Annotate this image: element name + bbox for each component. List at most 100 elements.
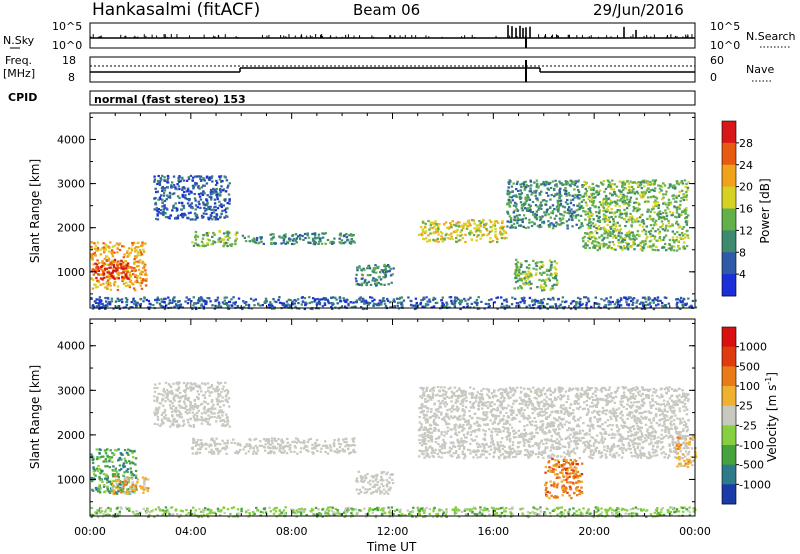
data-cell bbox=[200, 214, 204, 217]
data-cell bbox=[222, 411, 225, 414]
data-cell bbox=[296, 438, 300, 441]
data-cell bbox=[226, 391, 230, 395]
data-cell bbox=[391, 478, 394, 481]
data-cell bbox=[162, 305, 165, 308]
data-cell bbox=[535, 213, 538, 216]
data-cell bbox=[570, 181, 574, 184]
data-cell bbox=[597, 244, 600, 247]
data-cell bbox=[649, 224, 653, 227]
data-cell bbox=[409, 299, 412, 302]
data-cell bbox=[493, 448, 497, 451]
data-cell bbox=[680, 180, 684, 184]
data-cell bbox=[677, 215, 681, 218]
data-cell bbox=[295, 441, 298, 444]
data-cell bbox=[226, 245, 229, 248]
data-cell bbox=[644, 297, 647, 300]
data-cell bbox=[652, 207, 655, 210]
data-cell bbox=[477, 234, 480, 237]
data-cell bbox=[507, 190, 510, 193]
data-cell bbox=[201, 193, 205, 196]
data-cell bbox=[179, 180, 182, 183]
data-cell bbox=[667, 208, 670, 211]
data-cell bbox=[215, 187, 218, 191]
data-cell bbox=[224, 211, 228, 214]
data-cell bbox=[172, 419, 176, 422]
data-cell bbox=[114, 300, 118, 303]
data-cell bbox=[390, 281, 393, 284]
data-cell bbox=[105, 300, 108, 303]
data-cell bbox=[661, 228, 665, 231]
data-cell bbox=[162, 397, 165, 400]
data-cell bbox=[179, 303, 182, 306]
data-cell bbox=[632, 237, 635, 240]
data-cell bbox=[546, 302, 549, 306]
data-cell bbox=[660, 216, 663, 219]
data-cell bbox=[657, 239, 660, 242]
data-cell bbox=[493, 390, 496, 393]
data-cell bbox=[210, 211, 214, 215]
data-cell bbox=[217, 301, 221, 304]
data-cell bbox=[463, 222, 466, 225]
data-cell bbox=[543, 281, 547, 284]
data-cell bbox=[163, 179, 167, 182]
data-cell bbox=[106, 287, 109, 290]
data-cell bbox=[104, 296, 107, 300]
data-cell bbox=[555, 274, 558, 277]
data-cell bbox=[352, 240, 355, 243]
data-cell bbox=[427, 428, 430, 431]
data-cell bbox=[485, 388, 489, 391]
data-cell bbox=[513, 209, 516, 212]
data-cell bbox=[160, 418, 164, 421]
data-cell bbox=[679, 301, 682, 304]
data-cell bbox=[193, 441, 196, 444]
data-cell bbox=[233, 303, 237, 306]
data-cell bbox=[194, 236, 197, 239]
data-cell bbox=[375, 475, 378, 478]
data-cell bbox=[198, 451, 202, 454]
data-cell bbox=[210, 448, 213, 451]
data-cell bbox=[358, 488, 361, 491]
data-cell bbox=[590, 305, 593, 308]
data-cell bbox=[187, 212, 191, 215]
data-cell bbox=[532, 267, 535, 270]
data-cell bbox=[171, 415, 174, 418]
data-cell bbox=[484, 223, 488, 226]
data-cell bbox=[616, 303, 620, 306]
data-cell bbox=[247, 304, 251, 307]
data-cell bbox=[555, 183, 558, 186]
data-cell bbox=[112, 269, 115, 273]
data-cell bbox=[164, 381, 168, 384]
data-cell bbox=[214, 407, 217, 410]
data-cell bbox=[200, 402, 204, 405]
data-cell bbox=[381, 270, 385, 273]
data-cell bbox=[213, 206, 216, 209]
data-cell bbox=[197, 200, 200, 203]
data-cell bbox=[526, 439, 529, 442]
data-cell bbox=[429, 221, 432, 224]
data-cell bbox=[623, 200, 627, 204]
data-cell bbox=[639, 241, 642, 244]
data-cell bbox=[458, 301, 461, 305]
data-cell bbox=[200, 382, 204, 385]
data-cell bbox=[598, 201, 602, 204]
data-cell bbox=[641, 191, 644, 194]
data-cell bbox=[644, 230, 648, 233]
data-cell bbox=[198, 300, 201, 303]
data-cell bbox=[683, 179, 687, 182]
data-cell bbox=[259, 237, 263, 240]
data-cell bbox=[601, 201, 605, 204]
data-cell bbox=[429, 300, 432, 303]
data-cell bbox=[469, 442, 472, 445]
data-cell bbox=[635, 210, 639, 213]
data-cell bbox=[211, 408, 214, 411]
data-cell bbox=[539, 260, 542, 264]
data-cell bbox=[226, 439, 229, 442]
data-cell bbox=[211, 438, 214, 441]
data-cell bbox=[421, 228, 424, 231]
data-cell bbox=[184, 396, 187, 399]
data-cell bbox=[189, 206, 193, 209]
data-cell bbox=[195, 213, 199, 216]
data-cell bbox=[172, 404, 175, 407]
data-cell bbox=[330, 306, 333, 309]
data-cell bbox=[317, 444, 320, 447]
